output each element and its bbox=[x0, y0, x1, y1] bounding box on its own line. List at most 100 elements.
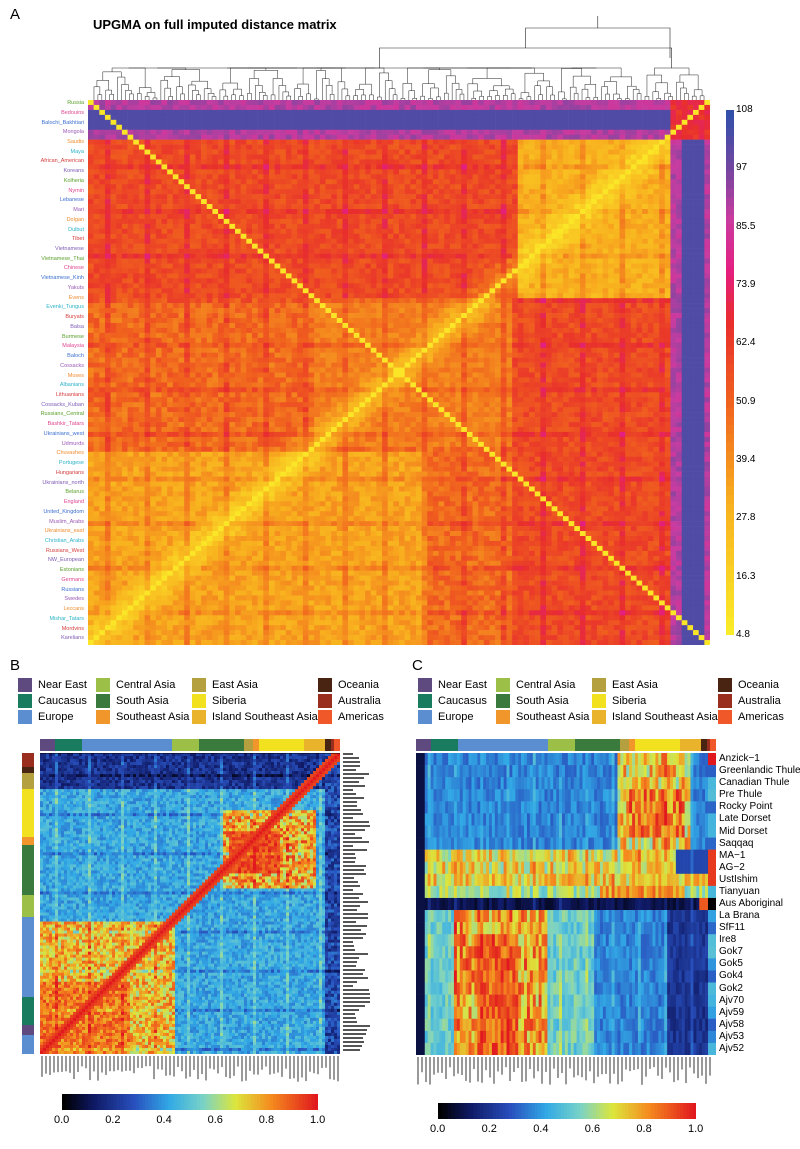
heatmap-cell bbox=[427, 273, 434, 279]
heatmap-cell bbox=[676, 298, 683, 304]
heatmap-cell bbox=[410, 119, 417, 126]
heatmap-cell bbox=[500, 189, 507, 195]
heatmap-cell bbox=[297, 263, 304, 269]
heatmap-cell bbox=[291, 233, 298, 240]
heatmap-cell bbox=[251, 179, 258, 185]
heatmap-cell bbox=[551, 164, 558, 170]
heatmap-cell bbox=[466, 159, 473, 165]
heatmap-cell bbox=[642, 179, 649, 185]
heatmap-cell bbox=[625, 233, 632, 240]
heatmap-cell bbox=[393, 100, 400, 106]
heatmap-cell bbox=[127, 288, 134, 294]
heatmap-cell bbox=[240, 268, 247, 274]
heatmap-cell bbox=[359, 253, 366, 259]
heatmap-cell bbox=[257, 283, 264, 289]
heatmap-cell bbox=[647, 164, 654, 170]
heatmap-cell bbox=[263, 129, 270, 135]
heatmap-cell bbox=[472, 189, 479, 195]
heatmap-cell bbox=[189, 268, 196, 274]
heatmap-cell bbox=[653, 273, 660, 279]
heatmap-cell bbox=[534, 124, 541, 131]
heatmap-cell bbox=[336, 283, 343, 289]
heatmap-cell bbox=[331, 223, 338, 230]
heatmap-cell bbox=[557, 139, 564, 145]
heatmap-cell bbox=[591, 209, 598, 215]
heatmap-cell bbox=[585, 104, 592, 111]
heatmap-cell bbox=[172, 308, 179, 314]
heatmap-cell bbox=[218, 218, 224, 225]
heatmap-cell bbox=[579, 209, 586, 215]
heatmap-cell bbox=[297, 124, 304, 131]
heatmap-cell bbox=[110, 139, 117, 145]
heatmap-cell bbox=[167, 258, 174, 264]
heatmap-cell bbox=[297, 303, 304, 309]
heatmap-cell bbox=[642, 199, 649, 205]
heatmap-cell bbox=[461, 174, 468, 180]
heatmap-cell bbox=[670, 278, 677, 284]
heatmap-cell bbox=[393, 154, 400, 160]
heatmap-cell bbox=[331, 253, 338, 259]
heatmap-cell bbox=[698, 258, 705, 264]
heatmap-cell bbox=[336, 288, 343, 294]
heatmap-cell bbox=[432, 238, 439, 244]
heatmap-cell bbox=[251, 243, 258, 249]
heatmap-cell bbox=[121, 194, 128, 200]
heatmap-cell bbox=[438, 228, 445, 235]
heatmap-cell bbox=[155, 149, 162, 155]
heatmap-cell bbox=[178, 288, 185, 294]
heatmap-cell bbox=[274, 139, 281, 145]
heatmap-cell bbox=[693, 233, 699, 240]
heatmap-cell bbox=[308, 139, 315, 145]
heatmap-cell bbox=[647, 209, 654, 215]
heatmap-cell bbox=[133, 283, 140, 289]
heatmap-cell bbox=[562, 238, 569, 244]
heatmap-cell bbox=[206, 238, 213, 244]
heatmap-cell bbox=[178, 199, 185, 205]
heatmap-cell bbox=[455, 119, 462, 126]
heatmap-cell bbox=[630, 288, 637, 294]
heatmap-cell bbox=[353, 258, 360, 264]
heatmap-cell bbox=[285, 268, 292, 274]
heatmap-cell bbox=[432, 263, 439, 269]
heatmap-cell bbox=[495, 278, 502, 284]
heatmap-cell bbox=[133, 303, 140, 309]
heatmap-cell bbox=[636, 218, 643, 225]
heatmap-cell bbox=[144, 278, 151, 284]
heatmap-cell bbox=[116, 184, 123, 190]
heatmap-cell bbox=[399, 233, 405, 240]
heatmap-cell bbox=[285, 228, 292, 235]
heatmap-cell bbox=[653, 109, 660, 116]
heatmap-cell bbox=[110, 149, 117, 155]
heatmap-cell bbox=[659, 104, 666, 111]
heatmap-cell bbox=[268, 243, 275, 249]
heatmap-cell bbox=[144, 184, 151, 190]
heatmap-cell bbox=[88, 129, 94, 135]
heatmap-cell bbox=[155, 179, 162, 185]
heatmap-cell bbox=[229, 298, 236, 304]
heatmap-cell bbox=[630, 189, 637, 195]
heatmap-cell bbox=[602, 184, 609, 190]
heatmap-cell bbox=[438, 199, 445, 205]
heatmap-cell bbox=[647, 179, 654, 185]
heatmap-cell bbox=[319, 308, 326, 314]
heatmap-cell bbox=[647, 124, 654, 131]
heatmap-cell bbox=[263, 308, 270, 314]
heatmap-cell bbox=[704, 283, 710, 289]
heatmap-cell bbox=[353, 139, 360, 145]
heatmap-cell bbox=[455, 154, 462, 160]
heatmap-cell bbox=[359, 194, 366, 200]
heatmap-cell bbox=[517, 273, 524, 279]
heatmap-cell bbox=[116, 114, 123, 121]
heatmap-cell bbox=[449, 149, 456, 155]
heatmap-cell bbox=[212, 194, 219, 200]
heatmap-cell bbox=[619, 169, 626, 175]
heatmap-cell bbox=[676, 169, 683, 175]
heatmap-cell bbox=[415, 213, 422, 220]
heatmap-cell bbox=[229, 303, 236, 309]
heatmap-cell bbox=[461, 233, 468, 240]
heatmap-cell bbox=[630, 303, 637, 309]
heatmap-cell bbox=[704, 303, 710, 309]
heatmap-cell bbox=[365, 263, 372, 269]
heatmap-cell bbox=[110, 233, 117, 240]
heatmap-cell bbox=[302, 169, 309, 175]
